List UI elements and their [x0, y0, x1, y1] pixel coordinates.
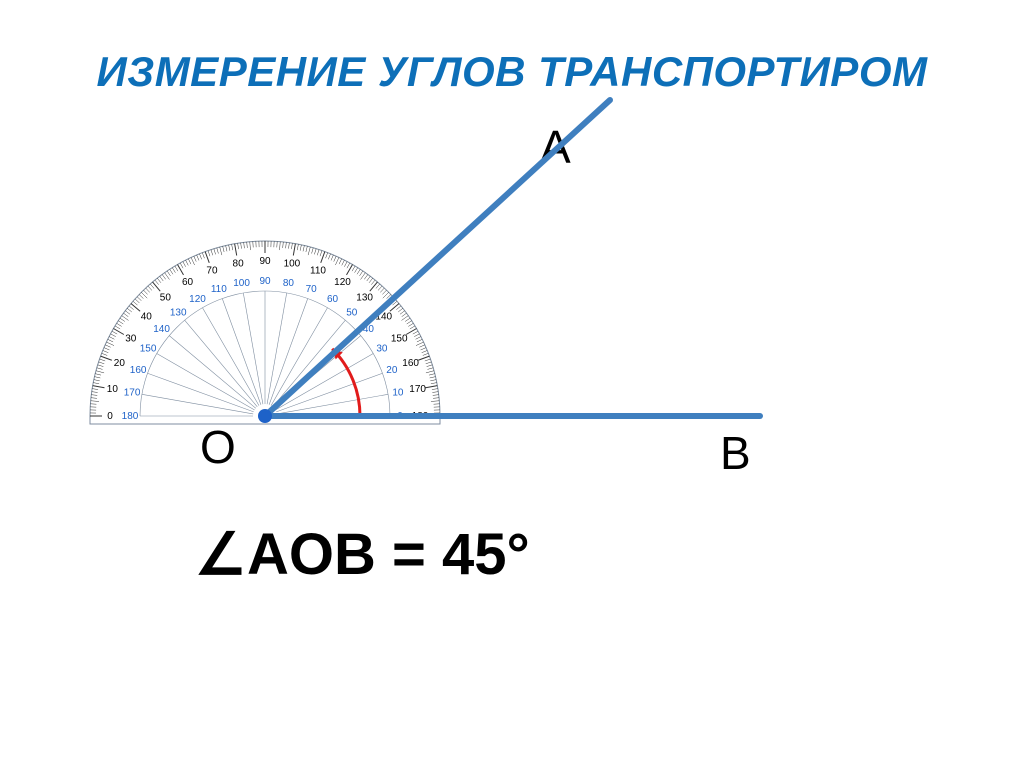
svg-text:20: 20 [114, 358, 126, 369]
svg-text:50: 50 [160, 292, 172, 303]
svg-text:60: 60 [182, 277, 194, 288]
svg-text:100: 100 [233, 278, 250, 289]
svg-text:160: 160 [402, 358, 419, 369]
page-title: ИЗМЕРЕНИЕ УГЛОВ ТРАНСПОРТИРОМ [0, 48, 1024, 96]
svg-text:0: 0 [107, 411, 113, 422]
svg-text:110: 110 [211, 284, 227, 295]
title-text: ИЗМЕРЕНИЕ УГЛОВ ТРАНСПОРТИРОМ [97, 48, 928, 95]
angle-expression: AOB = 45° [247, 522, 530, 587]
svg-text:150: 150 [391, 334, 408, 345]
svg-text:140: 140 [153, 324, 170, 335]
svg-text:110: 110 [310, 265, 326, 276]
svg-text:100: 100 [284, 258, 301, 269]
svg-text:30: 30 [376, 344, 388, 355]
svg-text:150: 150 [140, 344, 157, 355]
svg-text:60: 60 [327, 294, 339, 305]
svg-text:130: 130 [170, 308, 187, 319]
svg-text:40: 40 [141, 311, 153, 322]
svg-text:120: 120 [334, 277, 351, 288]
svg-text:170: 170 [409, 384, 426, 395]
svg-text:80: 80 [233, 258, 245, 269]
svg-text:120: 120 [189, 294, 206, 305]
svg-text:30: 30 [125, 334, 137, 345]
svg-text:90: 90 [259, 276, 271, 287]
angle-formula: ∠AOB = 45° [195, 520, 530, 588]
svg-text:130: 130 [356, 292, 373, 303]
svg-text:50: 50 [346, 308, 358, 319]
svg-text:160: 160 [130, 365, 147, 376]
svg-text:170: 170 [124, 388, 141, 399]
protractor-diagram: 0102030405060708090100110120130140150160… [40, 140, 800, 470]
svg-text:180: 180 [122, 411, 139, 422]
svg-text:70: 70 [206, 265, 218, 276]
svg-text:70: 70 [306, 284, 318, 295]
svg-text:80: 80 [283, 278, 295, 289]
svg-text:10: 10 [392, 388, 404, 399]
svg-text:20: 20 [386, 365, 398, 376]
svg-text:90: 90 [259, 256, 271, 267]
angle-symbol: ∠ [195, 522, 247, 587]
svg-text:10: 10 [107, 384, 119, 395]
